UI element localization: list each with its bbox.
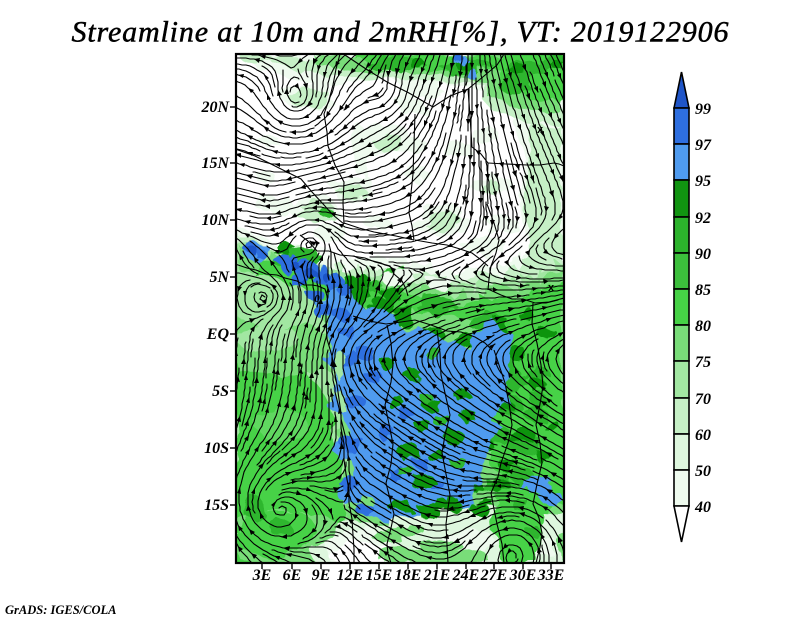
svg-text:x: x — [548, 282, 555, 294]
svg-text:Streamline at 10m and 2mRH[%],: Streamline at 10m and 2mRH[%], VT: 20191… — [72, 16, 729, 49]
svg-text:3E: 3E — [252, 567, 272, 584]
svg-text:9E: 9E — [312, 567, 331, 584]
svg-text:85: 85 — [695, 282, 711, 299]
svg-text:5S: 5S — [212, 383, 229, 400]
svg-text:33E: 33E — [537, 567, 565, 584]
svg-text:10S: 10S — [204, 440, 229, 457]
svg-text:70: 70 — [695, 391, 711, 408]
svg-text:15E: 15E — [366, 567, 393, 584]
svg-text:15S: 15S — [204, 497, 229, 514]
svg-text:60: 60 — [695, 427, 711, 444]
svg-text:10N: 10N — [201, 212, 230, 229]
svg-text:75: 75 — [695, 354, 711, 371]
svg-text:97: 97 — [695, 137, 712, 154]
svg-text:6E: 6E — [283, 567, 302, 584]
svg-text:90: 90 — [695, 246, 711, 263]
svg-text:20N: 20N — [200, 99, 230, 116]
svg-text:15N: 15N — [201, 155, 230, 172]
svg-text:18E: 18E — [395, 567, 422, 584]
svg-text:0: 0 — [314, 293, 320, 305]
svg-text:21E: 21E — [423, 567, 451, 584]
svg-text:92: 92 — [695, 210, 711, 227]
svg-text:EQ: EQ — [206, 326, 230, 343]
svg-text:40: 40 — [694, 499, 711, 516]
svg-text:24E: 24E — [452, 567, 480, 584]
svg-text:5N: 5N — [209, 269, 230, 286]
svg-text:50: 50 — [695, 463, 711, 480]
svg-text:x: x — [537, 124, 544, 136]
svg-text:30E: 30E — [509, 567, 537, 584]
svg-text:12E: 12E — [337, 567, 364, 584]
svg-text:95: 95 — [695, 173, 711, 190]
svg-text:27E: 27E — [480, 567, 508, 584]
svg-text:80: 80 — [695, 318, 711, 335]
svg-text:99: 99 — [695, 101, 711, 118]
svg-text:GrADS: IGES/COLA: GrADS: IGES/COLA — [5, 603, 117, 617]
